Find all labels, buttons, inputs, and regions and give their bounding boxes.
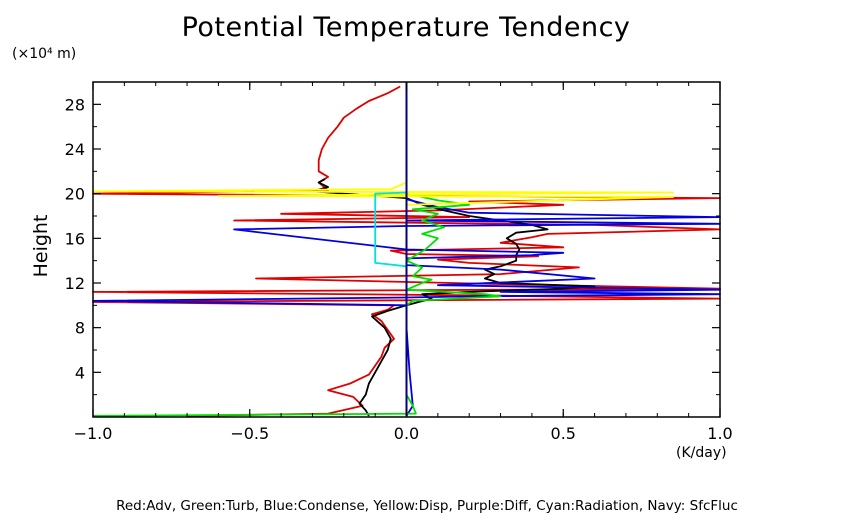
legend-note: Red:Adv, Green:Turb, Blue:Condense, Yell…: [116, 498, 738, 514]
x-axis-unit-label: (K/day): [676, 445, 727, 461]
series-layer: [92, 82, 721, 417]
axes-layer: −1.0 −0.5 0.0 0.5 1.0 4 8 12 16 20 24 28: [65, 81, 733, 443]
y-tick-label: 4: [75, 363, 85, 382]
y-tick-label: 24: [65, 140, 85, 159]
y-axis-unit-label: (×10⁴ m): [12, 46, 77, 62]
x-tick-label: 0.5: [551, 424, 576, 443]
series-line-blue: [92, 82, 721, 417]
x-tick-label: 0.0: [394, 424, 419, 443]
series-line-yellow: [92, 82, 674, 416]
y-tick-label: 16: [65, 229, 85, 248]
x-tick-label: −0.5: [230, 424, 269, 443]
y-tick-label: 28: [65, 95, 85, 114]
y-tick-label: 20: [65, 185, 85, 204]
y-tick-label: 8: [75, 319, 85, 338]
series-line-black: [311, 178, 596, 417]
chart-title: Potential Temperature Tendency: [181, 12, 631, 43]
y-tick-label: 12: [65, 274, 85, 293]
x-tick-label: −1.0: [74, 424, 113, 443]
x-tick-label: 1.0: [707, 424, 732, 443]
